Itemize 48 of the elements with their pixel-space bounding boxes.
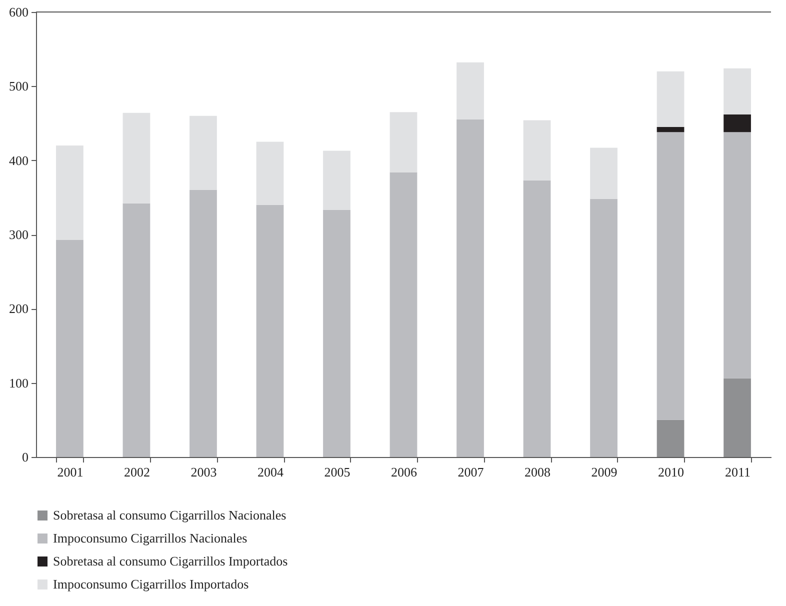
bar [724,68,751,114]
bar [656,132,684,420]
bar [724,114,751,132]
x-tick-label: 2009 [591,464,618,480]
bar [590,148,618,199]
bar [256,142,284,205]
legend-label: Sobretasa al consumo Cigarrillos Nacionales [53,508,286,522]
bar [456,120,484,457]
legend-label: Impoconsumo Cigarrillos Nacionales [53,530,248,546]
bar [390,172,418,457]
bar [56,240,84,457]
y-tick-label: 600 [9,4,28,20]
x-tick-label: 2006 [391,464,418,480]
bar [190,190,217,457]
bar [590,198,618,457]
y-tick-label: 0 [22,450,28,464]
bar [56,146,84,240]
y-tick-label: 500 [9,78,28,94]
bar [656,71,684,127]
x-tick-label: 2004 [257,464,284,480]
x-tick-label: 2010 [658,464,684,480]
x-tick-label: 2008 [524,464,551,480]
y-tick-label: 400 [9,152,28,168]
bar [724,378,751,457]
x-tick-label: 2005 [324,464,350,480]
legend-label: Sobretasa al consumo Cigarrillos Importados [53,554,288,568]
bar [390,112,418,172]
y-tick-label: 100 [9,375,28,390]
x-tick-label: 2001 [57,464,84,480]
y-tick-label: 200 [9,301,28,316]
legend-label: Impoconsumo Cigarrillos Importados [53,576,249,592]
bar [523,120,551,180]
bar [456,62,484,120]
bar [323,150,350,210]
x-tick-label: 2003 [190,464,217,480]
bar [523,180,551,457]
bar [190,116,217,190]
bar [724,132,751,378]
y-tick-label: 300 [9,227,28,242]
bar [656,420,684,457]
x-tick-label: 2002 [124,464,150,480]
x-tick-label: 2011 [725,464,751,480]
bar [656,126,684,132]
bar [122,112,150,204]
bar [122,203,150,457]
bar [256,204,284,457]
bar [323,210,350,457]
x-tick-label: 2007 [458,464,484,480]
